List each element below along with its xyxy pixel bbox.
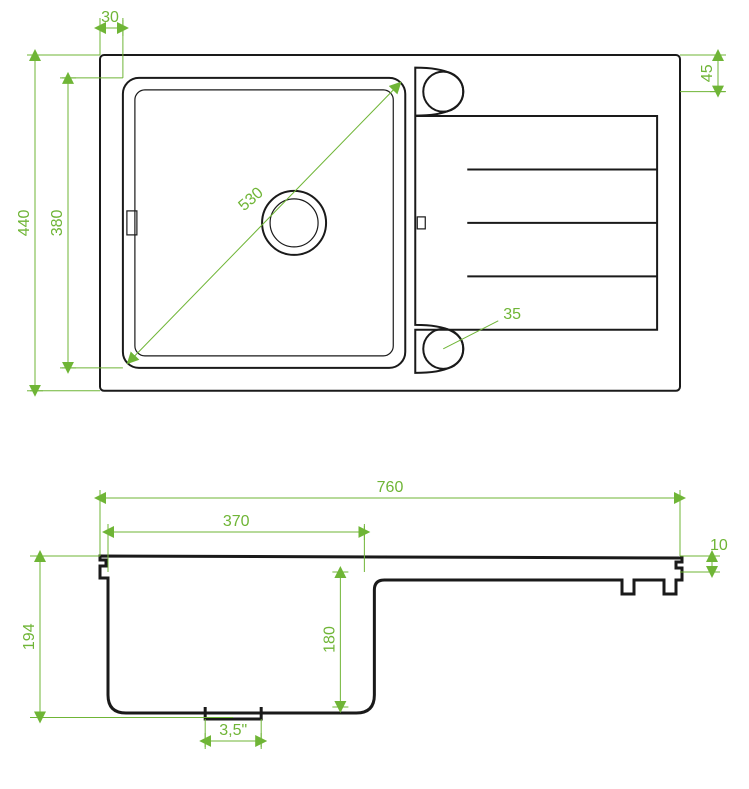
dim-10: 10: [710, 537, 728, 554]
side-profile: [100, 556, 682, 713]
dim-180: 180: [321, 626, 338, 653]
drainer-outline: [415, 68, 657, 373]
dim-30: 30: [101, 9, 119, 26]
dim-370: 370: [223, 513, 250, 530]
dim-35: 35: [503, 306, 521, 323]
dim-760: 760: [377, 479, 404, 496]
dim-530: 530: [235, 184, 266, 214]
dim-194: 194: [21, 623, 38, 650]
drain-circle: [262, 191, 326, 255]
dim-440: 440: [16, 209, 33, 236]
dim-45: 45: [699, 64, 716, 82]
dim-drain: 3,5": [219, 722, 247, 739]
dim-380: 380: [49, 209, 66, 236]
